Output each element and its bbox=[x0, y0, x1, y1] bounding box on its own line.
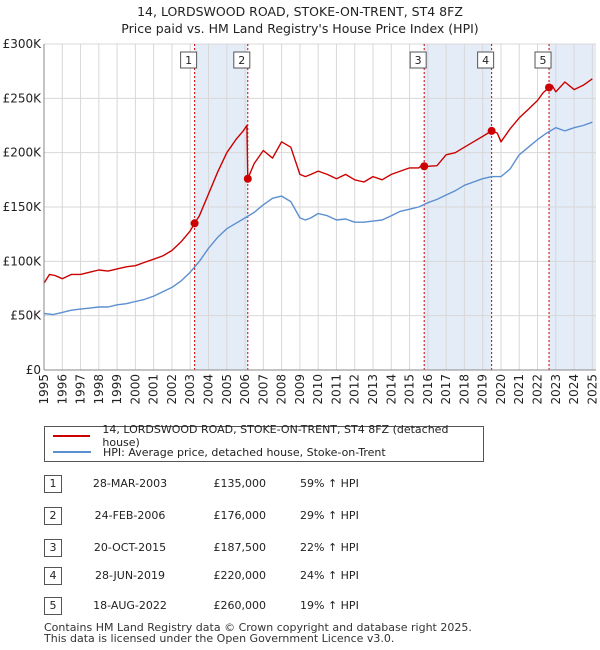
sale-point bbox=[420, 162, 429, 171]
transaction-row: 2 24-FEB-2006 £176,000 29% ↑ HPI bbox=[0, 505, 600, 529]
x-tick-label: 2005 bbox=[220, 374, 234, 405]
x-tick-label: 1998 bbox=[92, 374, 106, 405]
x-tick-label: 2010 bbox=[311, 374, 325, 405]
property-price-line bbox=[43, 78, 593, 284]
y-tick-label: £100K bbox=[3, 254, 43, 268]
x-tick-label: 2012 bbox=[348, 374, 362, 405]
x-tick-label: 2021 bbox=[512, 374, 526, 405]
x-tick-label: 2018 bbox=[457, 374, 471, 405]
x-tick-label: 2008 bbox=[275, 374, 289, 405]
sale-marker-label: 2 bbox=[238, 54, 245, 67]
y-tick-label: £300K bbox=[3, 37, 43, 51]
transaction-number: 3 bbox=[44, 539, 62, 557]
transaction-date: 28-JUN-2019 bbox=[94, 569, 166, 582]
x-tick-label: 2004 bbox=[202, 374, 216, 405]
x-tick-label: 2003 bbox=[183, 374, 197, 405]
transaction-hpi: 19% ↑ HPI bbox=[300, 599, 359, 612]
sale-marker-label: 3 bbox=[415, 54, 422, 67]
hpi-line bbox=[43, 121, 593, 316]
y-tick-label: £250K bbox=[3, 91, 43, 105]
x-tick-label: 2013 bbox=[366, 374, 380, 405]
hpi-line-swatch bbox=[53, 451, 91, 453]
x-tick-label: 2025 bbox=[585, 374, 599, 405]
transaction-number: 5 bbox=[44, 597, 62, 615]
legend: 14, LORDSWOOD ROAD, STOKE-ON-TRENT, ST4 … bbox=[44, 423, 484, 462]
transaction-price: £187,500 bbox=[213, 541, 267, 554]
property-line-swatch bbox=[53, 435, 91, 437]
x-tick-label: 2015 bbox=[403, 374, 417, 405]
x-tick-label: 2000 bbox=[128, 374, 142, 405]
footer-licence: This data is licensed under the Open Gov… bbox=[44, 632, 395, 645]
transaction-date: 18-AUG-2022 bbox=[93, 599, 167, 612]
x-tick-label: 2001 bbox=[147, 374, 161, 405]
chart-title: 14, LORDSWOOD ROAD, STOKE-ON-TRENT, ST4 … bbox=[137, 4, 463, 19]
price-chart: 1 2 3 4 5 £0 £50K £100K £150K £200K £250K £300K 1995… bbox=[3, 37, 600, 405]
y-tick-label: £150K bbox=[3, 200, 43, 214]
chart-subtitle: Price paid vs. HM Land Registry's House … bbox=[121, 21, 479, 36]
x-tick-label: 2016 bbox=[421, 374, 435, 405]
x-tick-label: 2006 bbox=[238, 374, 252, 405]
x-tick-label: 2002 bbox=[165, 374, 179, 405]
sale-point bbox=[243, 174, 252, 183]
x-tick-label: 2017 bbox=[439, 374, 453, 405]
x-tick-label: 2011 bbox=[329, 374, 343, 405]
sale-marker-box bbox=[180, 51, 198, 69]
transaction-price: £135,000 bbox=[213, 477, 267, 490]
transaction-price: £260,000 bbox=[213, 599, 267, 612]
sale-marker-box bbox=[477, 51, 495, 69]
sale-marker-box bbox=[233, 51, 251, 69]
x-tick-label: 2014 bbox=[384, 374, 398, 405]
y-tick-label: £0 bbox=[26, 363, 41, 377]
sale-point bbox=[545, 83, 554, 92]
legend-item-hpi: HPI: Average price, detached house, Stok… bbox=[53, 444, 386, 460]
transaction-number: 2 bbox=[44, 507, 62, 525]
sale-marker-box bbox=[534, 51, 552, 69]
transaction-row: 3 20-OCT-2015 £187,500 22% ↑ HPI bbox=[0, 537, 600, 561]
x-tick-label: 2019 bbox=[476, 374, 490, 405]
transaction-row: 1 28-MAR-2003 £135,000 59% ↑ HPI bbox=[0, 473, 600, 497]
legend-item-property: 14, LORDSWOOD ROAD, STOKE-ON-TRENT, ST4 … bbox=[53, 423, 483, 449]
transaction-date: 20-OCT-2015 bbox=[93, 541, 167, 554]
legend-label-property: 14, LORDSWOOD ROAD, STOKE-ON-TRENT, ST4 … bbox=[102, 423, 449, 449]
x-tick-label: 2020 bbox=[494, 374, 508, 405]
transaction-hpi: 29% ↑ HPI bbox=[300, 509, 359, 522]
x-tick-label: 1995 bbox=[37, 374, 51, 405]
sale-marker-label: 5 bbox=[540, 54, 547, 67]
y-tick-label: £200K bbox=[3, 146, 43, 160]
transaction-hpi: 22% ↑ HPI bbox=[300, 541, 359, 554]
legend-label-hpi: HPI: Average price, detached house, Stok… bbox=[103, 445, 386, 459]
transaction-date: 24-FEB-2006 bbox=[94, 509, 166, 522]
x-tick-label: 2024 bbox=[567, 374, 581, 405]
footer-copyright: Contains HM Land Registry data © Crown c… bbox=[44, 621, 472, 634]
transaction-price: £176,000 bbox=[213, 509, 267, 522]
transaction-hpi: 59% ↑ HPI bbox=[300, 477, 359, 490]
transaction-row: 5 18-AUG-2022 £260,000 19% ↑ HPI bbox=[0, 595, 600, 619]
x-tick-label: 2023 bbox=[549, 374, 563, 405]
x-tick-label: 2022 bbox=[531, 374, 545, 405]
x-tick-label: 1999 bbox=[110, 374, 124, 405]
transaction-row: 4 28-JUN-2019 £220,000 24% ↑ HPI bbox=[0, 565, 600, 589]
sale-marker-box bbox=[409, 51, 427, 69]
y-tick-label: £50K bbox=[10, 309, 42, 323]
x-tick-label: 2007 bbox=[256, 374, 270, 405]
transaction-date: 28-MAR-2003 bbox=[92, 477, 168, 490]
transaction-number: 4 bbox=[44, 567, 62, 585]
sale-marker-label: 1 bbox=[185, 54, 192, 67]
x-tick-label: 1997 bbox=[74, 374, 88, 405]
x-tick-label: 1996 bbox=[55, 374, 69, 405]
sale-marker-label: 4 bbox=[482, 54, 489, 67]
sale-point bbox=[487, 126, 496, 135]
transaction-price: £220,000 bbox=[213, 569, 267, 582]
transaction-number: 1 bbox=[44, 475, 62, 493]
x-tick-label: 2009 bbox=[293, 374, 307, 405]
transaction-hpi: 24% ↑ HPI bbox=[300, 569, 359, 582]
sale-point bbox=[190, 219, 199, 228]
